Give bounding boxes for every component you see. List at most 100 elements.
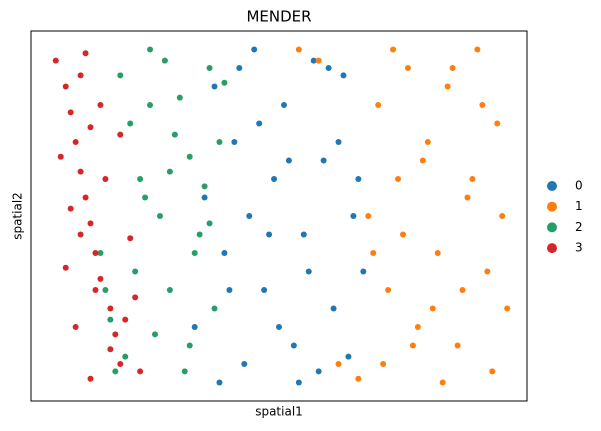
point [335, 361, 342, 367]
point [147, 46, 154, 53]
point [132, 268, 139, 275]
point [370, 250, 377, 256]
point [236, 65, 243, 71]
legend-marker [547, 181, 557, 191]
point [429, 305, 436, 312]
point [186, 342, 193, 349]
point [350, 213, 357, 219]
point [196, 231, 203, 238]
point [315, 57, 322, 64]
point [206, 65, 213, 71]
legend-marker [547, 243, 557, 254]
point [221, 250, 228, 256]
legend-marker [547, 222, 557, 233]
point [82, 50, 89, 57]
point [489, 368, 496, 375]
point [494, 120, 501, 127]
legend-marker [547, 201, 557, 212]
point [127, 235, 134, 242]
point [67, 205, 74, 212]
point [181, 368, 188, 375]
point [355, 375, 362, 382]
point [360, 268, 367, 275]
points [52, 46, 511, 386]
point [97, 102, 104, 108]
point [206, 220, 213, 227]
point [261, 287, 268, 293]
point [271, 176, 278, 182]
point [57, 153, 64, 160]
point [251, 46, 258, 53]
point [112, 368, 119, 375]
point [112, 331, 119, 338]
point [469, 176, 476, 182]
point [310, 57, 317, 64]
y-axis-label: spatial2 [11, 192, 25, 240]
point [102, 287, 109, 293]
point [499, 213, 506, 219]
point [97, 250, 104, 256]
point [62, 264, 69, 271]
point [92, 250, 99, 256]
point [320, 157, 327, 164]
point [77, 231, 84, 238]
point [176, 94, 183, 101]
point [72, 324, 79, 330]
point [77, 72, 84, 79]
point [77, 168, 84, 175]
point [459, 287, 466, 293]
point [152, 331, 158, 338]
point [439, 379, 446, 386]
point [330, 305, 337, 312]
point [171, 131, 178, 138]
point [390, 46, 397, 53]
plot-frame [30, 30, 528, 402]
point [355, 176, 362, 182]
point [305, 268, 312, 275]
point [102, 176, 109, 182]
point [409, 342, 416, 349]
point [231, 139, 238, 145]
point [464, 194, 471, 201]
point [246, 213, 253, 219]
point [191, 324, 198, 330]
point [201, 194, 208, 201]
legend-label: 0 [575, 179, 583, 193]
point [87, 220, 94, 227]
point [375, 102, 382, 108]
point [107, 316, 114, 323]
point [216, 139, 223, 145]
legend-label: 3 [575, 241, 583, 255]
point [186, 153, 193, 160]
point [97, 275, 104, 282]
point [226, 287, 233, 293]
point [285, 157, 292, 164]
point [449, 65, 456, 71]
point [87, 124, 94, 131]
point [295, 46, 302, 53]
point [335, 139, 342, 145]
point [67, 109, 74, 116]
point [201, 183, 208, 190]
point [256, 120, 263, 127]
point [62, 83, 69, 90]
point [414, 324, 421, 330]
point [474, 46, 481, 53]
point [82, 194, 89, 201]
point [191, 250, 198, 256]
point [161, 57, 168, 64]
point [137, 368, 144, 375]
legend: 0 1 2 3 [547, 179, 583, 255]
point [380, 361, 387, 367]
point [340, 72, 347, 79]
point [404, 65, 411, 71]
point [147, 102, 154, 108]
point [295, 379, 302, 386]
point [117, 361, 124, 367]
point [434, 250, 441, 256]
point [132, 294, 139, 301]
point [504, 305, 511, 312]
point [87, 375, 94, 382]
point [127, 120, 134, 127]
